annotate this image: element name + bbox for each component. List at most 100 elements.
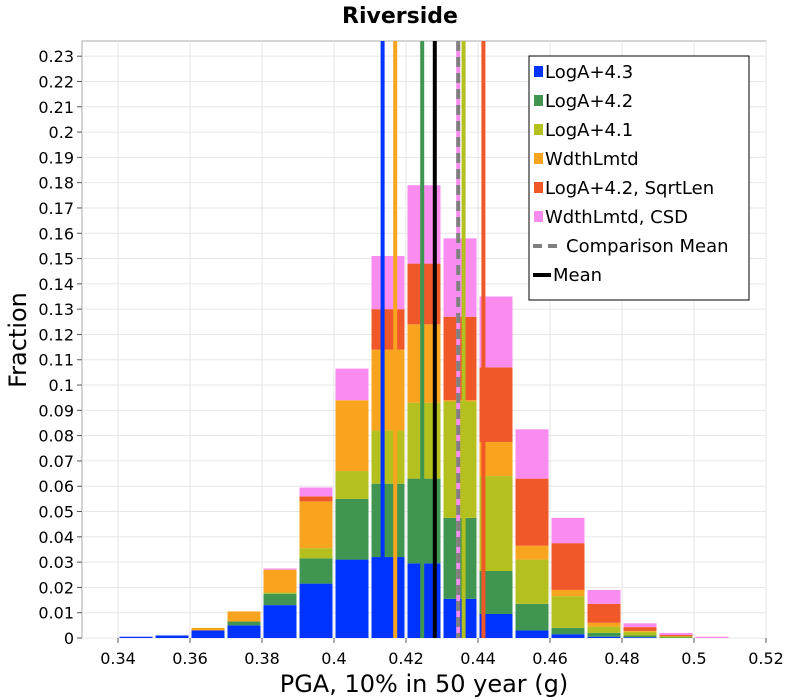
bar-loga-4-2-bin-3 [227,621,261,626]
y-axis: 0 0.01 0.02 0.03 0.04 0.05 0.06 0.07 0.08 0.09 0.1… [38,47,82,648]
x-tick-label-9: 0.52 [748,649,784,668]
y-tick-label-12: 0.12 [38,325,74,344]
bar-wdthlmtd-bin-6 [335,400,369,472]
bar-loga-4-3-bin-3 [227,625,261,638]
legend-label-loga-4-1: LogA+4.1 [545,120,633,141]
bar-loga-4-2-bin-15 [659,637,693,638]
bar-loga-4-1-bin-5 [299,548,333,559]
y-tick-label-8: 0.08 [38,427,74,446]
bar-loga-4-1-bin-7 [371,430,405,484]
legend-swatch-loga-4-3 [534,66,543,77]
bar-loga-4-2-bin-5 [299,558,333,584]
x-axis-label: PGA, 10% in 50 year (g) [280,670,569,698]
bar-wdthlmtd-csd-bin-16 [695,636,729,638]
bar-wdthlmtd-csd-bin-7 [371,256,405,310]
y-tick-label-4: 0.04 [38,528,74,547]
bar-loga-4-3-bin-2 [191,630,225,638]
bar-loga-4-1-bin-13 [587,626,621,633]
bar-wdthlmtd-bin-4 [263,569,297,593]
bar-loga-4-1-bin-6 [335,471,369,499]
y-tick-label-2: 0.02 [38,578,74,597]
bar-loga-4-3-bin-5 [299,583,333,638]
y-tick-label-22: 0.22 [38,72,74,91]
bar-wdthlmtd-bin-3 [227,611,261,622]
bar-wdthlmtd-bin-5 [299,501,333,549]
bar-loga-4-2-sqrtlen-bin-12 [551,543,585,590]
bar-loga-4-2-sqrtlen-bin-15 [659,634,693,637]
x-tick-label-7: 0.48 [604,649,640,668]
y-tick-label-5: 0.05 [38,503,74,522]
y-tick-label-7: 0.07 [38,452,74,471]
legend-swatch-loga-4-1 [534,124,543,135]
bar-loga-4-3-bin-1 [155,635,189,638]
bar-wdthlmtd-csd-bin-12 [551,517,585,544]
legend-swatch-wdthlmtd-csd [534,211,543,222]
y-tick-label-18: 0.18 [38,174,74,193]
bar-wdthlmtd-bin-12 [551,589,585,597]
bar-wdthlmtd-csd-bin-14 [623,623,657,628]
legend-swatch-loga-4-2 [534,95,543,106]
bar-wdthlmtd-csd-bin-11 [515,429,549,479]
y-tick-label-13: 0.13 [38,300,74,319]
bar-wdthlmtd-bin-14 [623,630,657,632]
legend-box [528,55,750,301]
x-tick-label-0: 0.34 [100,649,136,668]
bar-loga-4-1-bin-12 [551,596,585,628]
bar-loga-4-1-bin-11 [515,559,549,604]
legend-label-loga-4-2: LogA+4.2 [545,91,633,112]
bar-loga-4-1-bin-14 [623,631,657,636]
x-tick-label-3: 0.4 [321,649,346,668]
x-tick-label-1: 0.36 [172,649,208,668]
legend-label-loga-4-3: LogA+4.3 [545,62,633,83]
bar-loga-4-2-sqrtlen-bin-7 [371,309,405,350]
bar-loga-4-2-bin-13 [587,632,621,637]
bar-loga-4-2-sqrtlen-bin-5 [299,496,333,502]
y-tick-label-14: 0.14 [38,275,74,294]
legend: LogA+4.3 LogA+4.2 LogA+4.1 WdthLmtd LogA+4.2… [528,55,750,301]
y-tick-label-21: 0.21 [38,98,74,117]
y-tick-label-15: 0.15 [38,250,74,269]
x-tick-label-6: 0.46 [532,649,568,668]
y-tick-label-3: 0.03 [38,553,74,572]
legend-label-mean: Mean [553,265,602,286]
bar-loga-4-3-bin-11 [515,630,549,638]
y-tick-label-0: 0 [64,629,74,648]
legend-label-wdthlmtd-csd: WdthLmtd, CSD [545,207,688,228]
bar-loga-4-3-bin-12 [551,634,585,638]
bar-loga-4-2-bin-11 [515,603,549,631]
x-tick-label-8: 0.5 [681,649,706,668]
bar-wdthlmtd-bin-2 [191,627,225,631]
y-tick-label-20: 0.2 [49,123,74,142]
y-tick-label-10: 0.1 [49,376,74,395]
bar-wdthlmtd-csd-bin-4 [263,568,297,570]
bar-loga-4-3-bin-7 [371,557,405,638]
legend-label-comparison-mean: Comparison Mean [566,236,729,257]
legend-label-wdthlmtd: WdthLmtd [545,149,639,170]
x-tick-label-2: 0.38 [244,649,280,668]
bar-loga-4-3-bin-4 [263,605,297,638]
bar-loga-4-1-bin-15 [659,636,693,638]
bar-wdthlmtd-bin-11 [515,545,549,560]
bar-loga-4-2-bin-4 [263,593,297,606]
mean-lines [380,41,486,638]
bar-loga-4-2-sqrtlen-bin-13 [587,603,621,623]
x-tick-label-4: 0.42 [388,649,424,668]
y-tick-label-17: 0.17 [38,199,74,218]
bar-wdthlmtd-bin-7 [371,349,405,431]
bar-wdthlmtd-csd-bin-15 [659,632,693,635]
y-axis-label: Fraction [4,292,32,388]
bar-wdthlmtd-csd-bin-5 [299,487,333,497]
x-tick-label-5: 0.44 [460,649,496,668]
bar-loga-4-3-bin-13 [587,636,621,638]
y-tick-label-6: 0.06 [38,477,74,496]
y-tick-label-19: 0.19 [38,148,74,167]
legend-swatch-wdthlmtd [534,153,543,164]
bar-wdthlmtd-bin-13 [587,622,621,627]
bar-loga-4-1-bin-4 [263,592,297,594]
bar-wdthlmtd-csd-bin-13 [587,589,621,604]
y-tick-label-11: 0.11 [38,351,74,370]
bar-loga-4-3-bin-14 [623,637,657,638]
x-axis: 0.34 0.36 0.38 0.4 0.42 0.44 0.46 0.48 0.5 0.52 [100,638,784,668]
bar-loga-4-2-bin-12 [551,627,585,635]
